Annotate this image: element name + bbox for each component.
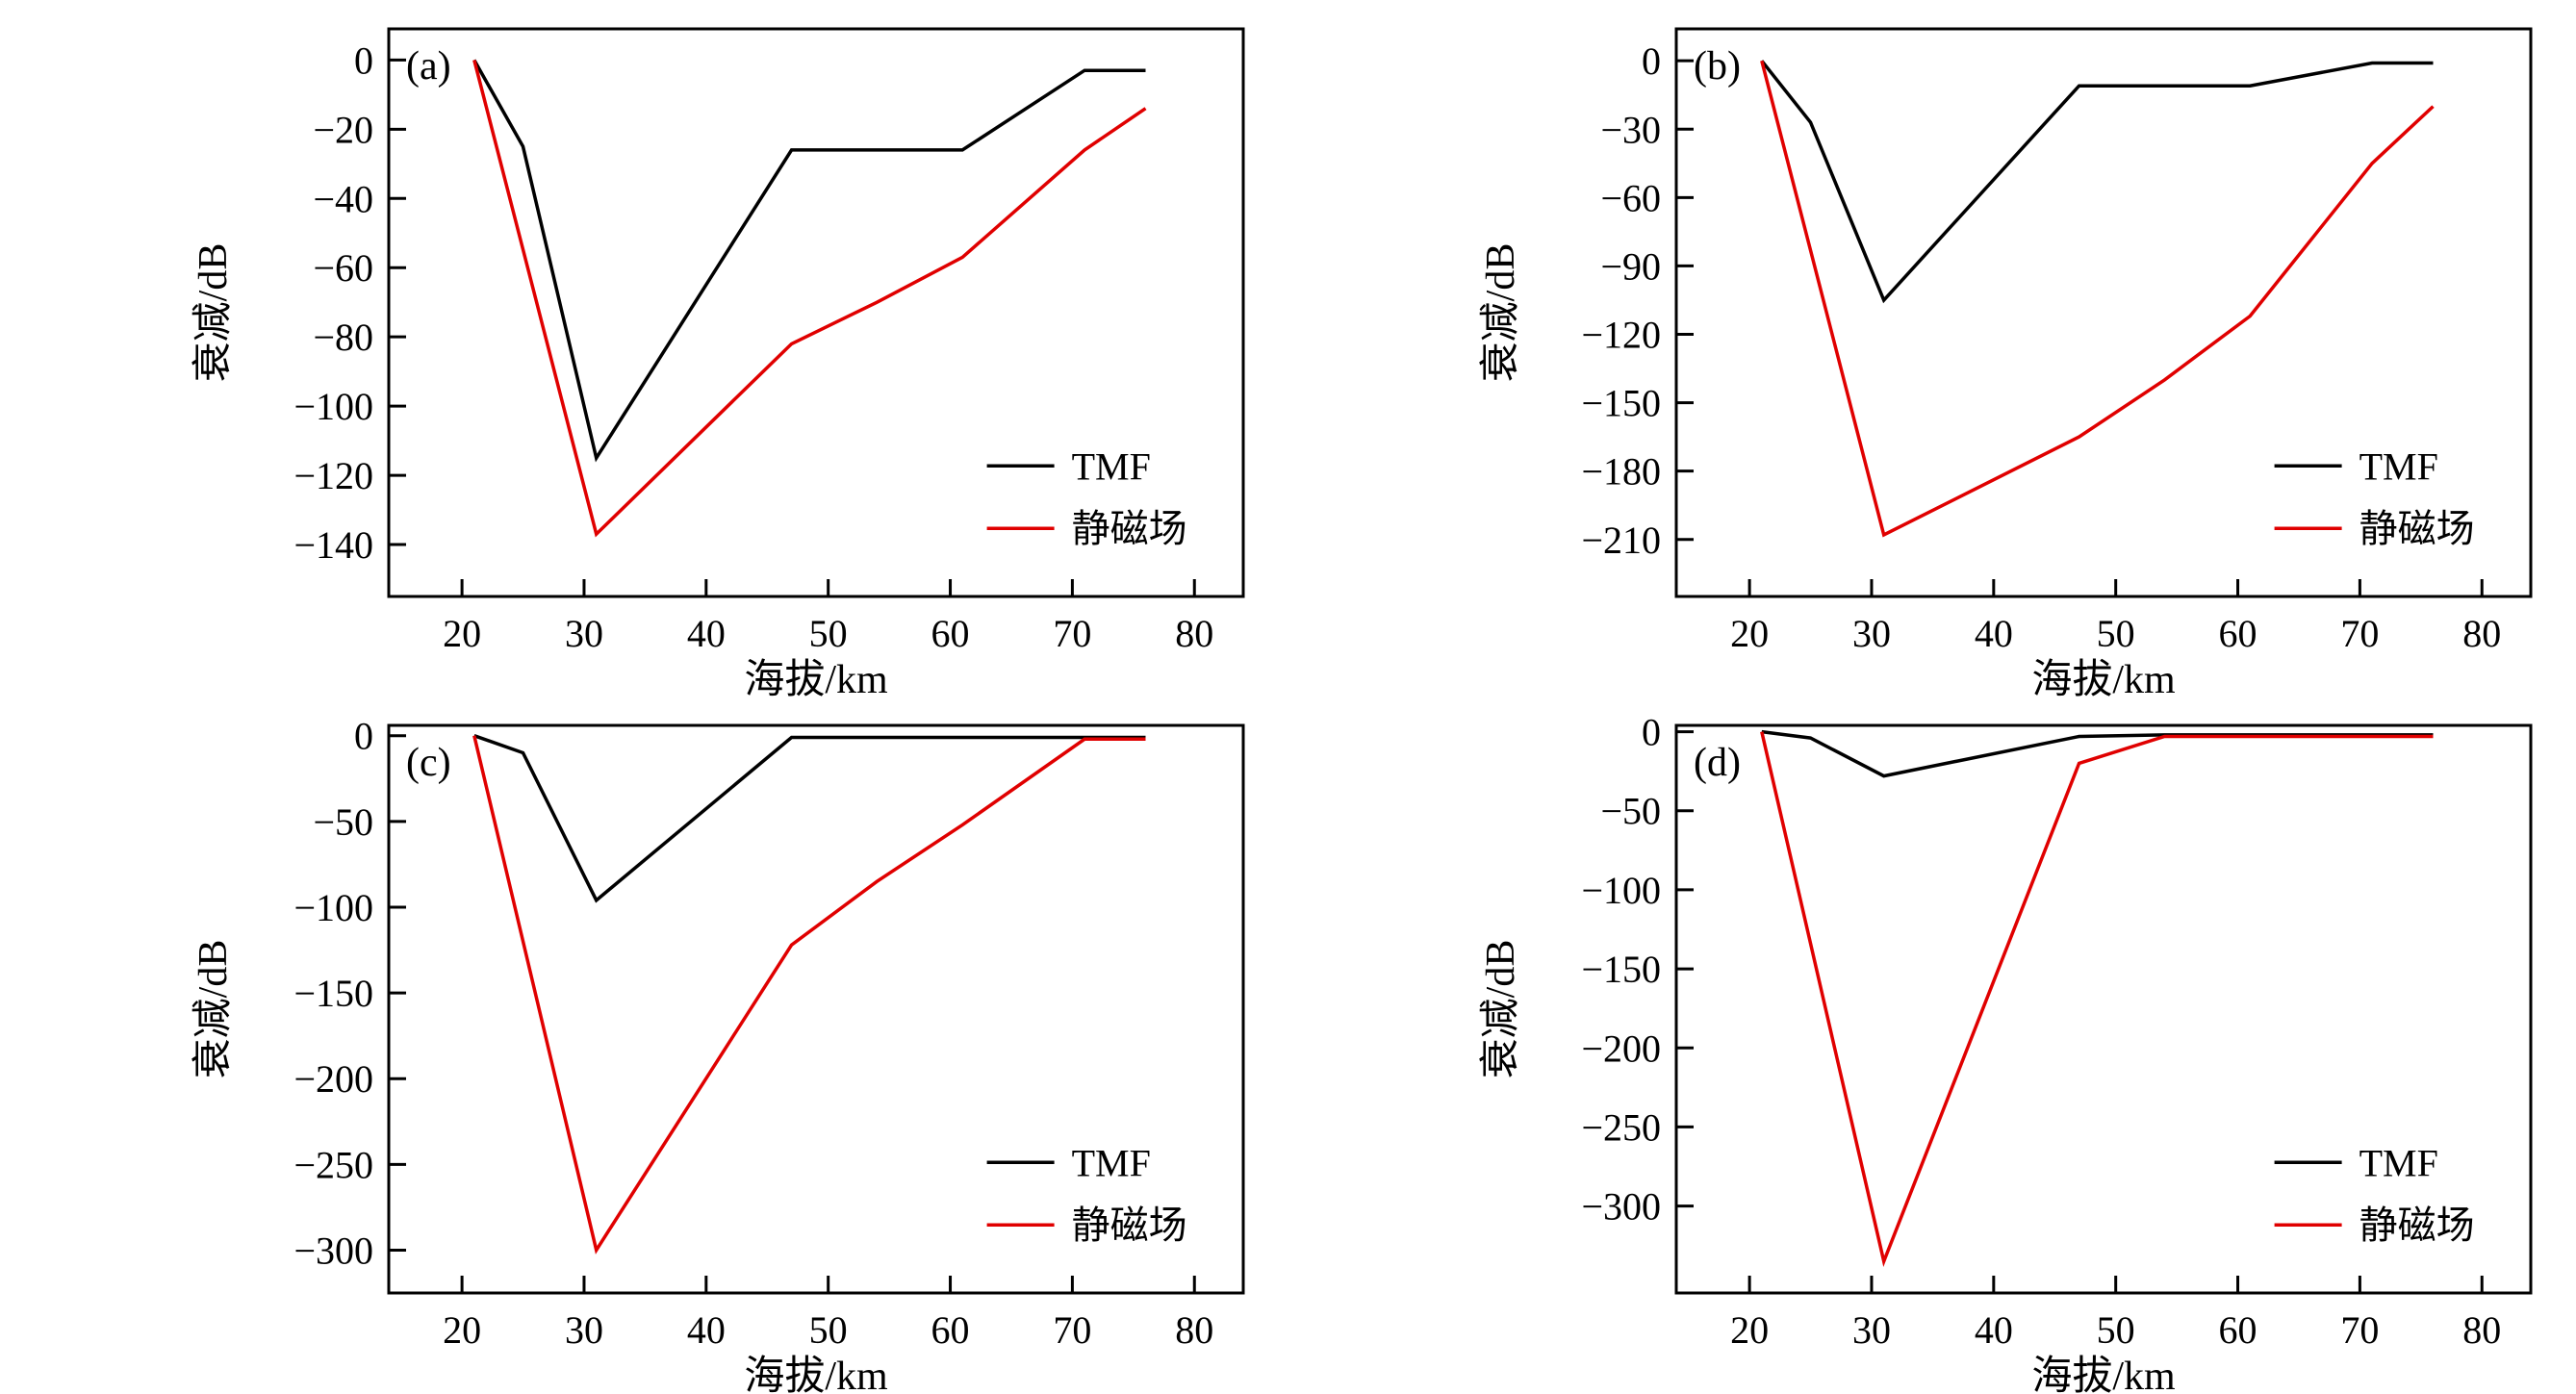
- x-tick-label: 70: [1053, 1308, 1091, 1352]
- series-line-tmf: [473, 734, 1146, 903]
- x-tick-label: 50: [809, 1308, 848, 1352]
- y-tick-label: 0: [1642, 711, 1661, 754]
- x-tick-label: 30: [1852, 1308, 1891, 1352]
- legend-label-0: TMF: [1072, 444, 1151, 488]
- x-tick-label: 20: [443, 612, 481, 655]
- y-tick-label: −150: [1581, 382, 1661, 425]
- x-tick-label: 20: [443, 1308, 481, 1352]
- y-axis-label: 衰减/dB: [191, 940, 236, 1079]
- series-line-static-field: [472, 59, 1147, 538]
- y-tick-label: −200: [1581, 1026, 1661, 1070]
- y-tick-label: −120: [1581, 314, 1661, 357]
- x-tick-label: 30: [565, 612, 603, 655]
- x-axis-label: 海拔/km: [744, 1355, 888, 1393]
- x-tick-label: 70: [1053, 612, 1091, 655]
- y-tick-label: −250: [1581, 1105, 1661, 1149]
- x-tick-label: 70: [2340, 612, 2379, 655]
- y-tick-label: −20: [313, 108, 373, 151]
- legend-label-0: TMF: [2359, 1141, 2438, 1184]
- y-tick-label: −50: [313, 800, 373, 844]
- chart-d: 20 30 40 50 60 70 80 0 −50 −100 −150 −200 −250 −300 海拔…: [1479, 711, 2533, 1393]
- y-tick-label: −300: [1581, 1185, 1661, 1229]
- x-tick-label: 40: [687, 1308, 726, 1352]
- panel-label: (b): [1694, 44, 1741, 89]
- x-tick-label: 70: [2340, 1308, 2379, 1352]
- y-tick-label: −210: [1581, 519, 1661, 562]
- y-tick-label: −180: [1581, 450, 1661, 494]
- y-tick-label: 0: [354, 38, 373, 82]
- x-tick-label: 50: [2097, 612, 2135, 655]
- y-tick-label: −300: [293, 1229, 373, 1272]
- y-tick-label: −30: [1600, 108, 1661, 151]
- y-tick-label: −120: [293, 454, 373, 497]
- x-tick-label: 80: [1175, 612, 1213, 655]
- panel-b: 20 30 40 50 60 70 80 0 −30 −60 −90 −120 −150 −180 −210…: [1288, 0, 2576, 697]
- y-axis-label: 衰减/dB: [1479, 243, 1523, 383]
- x-tick-label: 60: [2219, 612, 2257, 655]
- y-tick-label: −250: [293, 1143, 373, 1186]
- y-tick-label: −150: [1581, 948, 1661, 991]
- panel-label: (a): [406, 44, 451, 89]
- x-tick-label: 80: [1175, 1308, 1213, 1352]
- series-line-static-field: [1760, 731, 2434, 1268]
- plot-border: [387, 723, 1245, 1295]
- y-tick-label: −150: [293, 972, 373, 1015]
- x-axis-label: 海拔/km: [2031, 658, 2176, 697]
- x-tick-label: 20: [1730, 1308, 1769, 1352]
- series-line-static-field: [472, 735, 1146, 1255]
- x-tick-label: 60: [931, 1308, 970, 1352]
- y-tick-label: −200: [293, 1057, 373, 1101]
- y-tick-label: 0: [1642, 39, 1661, 83]
- x-tick-label: 40: [1975, 1308, 2013, 1352]
- x-tick-label: 80: [2462, 1308, 2501, 1352]
- legend-label-1: 静磁场: [1072, 1204, 1187, 1247]
- y-tick-label: −40: [313, 177, 373, 220]
- y-tick-label: −100: [293, 385, 373, 428]
- series-line-tmf: [1760, 60, 2434, 304]
- y-axis-label: 衰减/dB: [1479, 940, 1523, 1079]
- chart-c: 20 30 40 50 60 70 80 0 −50 −100 −150 −200 −250 −300 海拔…: [191, 715, 1245, 1393]
- y-tick-label: −100: [1581, 869, 1661, 912]
- y-tick-label: −60: [313, 246, 373, 290]
- plot-border: [1674, 27, 2533, 598]
- x-tick-label: 60: [931, 612, 970, 655]
- panel-label: (d): [1694, 741, 1741, 785]
- legend-label-0: TMF: [1072, 1141, 1151, 1184]
- y-tick-label: −60: [1600, 176, 1661, 219]
- x-tick-label: 30: [1852, 612, 1891, 655]
- legend-label-1: 静磁场: [1072, 507, 1187, 550]
- y-tick-label: 0: [354, 715, 373, 758]
- panel-a: 20 30 40 50 60 70 80 0 −20 −40 −60 −80 −100 −120 −140 海…: [0, 0, 1288, 697]
- x-tick-label: 40: [687, 612, 726, 655]
- chart-b: 20 30 40 50 60 70 80 0 −30 −60 −90 −120 −150 −180 −210…: [1479, 27, 2533, 697]
- x-tick-label: 50: [2097, 1308, 2135, 1352]
- x-tick-label: 60: [2219, 1308, 2257, 1352]
- series-line-tmf: [472, 59, 1146, 463]
- legend-label-1: 静磁场: [2359, 507, 2475, 550]
- chart-a: 20 30 40 50 60 70 80 0 −20 −40 −60 −80 −100 −120 −140 海…: [191, 27, 1245, 697]
- series-line-tmf: [1761, 729, 2434, 778]
- series-line-static-field: [1760, 60, 2435, 538]
- x-tick-label: 30: [565, 1308, 603, 1352]
- y-tick-label: −50: [1600, 790, 1661, 833]
- plot-border: [387, 27, 1245, 598]
- y-tick-label: −140: [293, 523, 373, 567]
- x-axis-label: 海拔/km: [744, 658, 888, 697]
- plot-border: [1674, 723, 2533, 1295]
- x-tick-label: 20: [1730, 612, 1769, 655]
- x-tick-label: 80: [2462, 612, 2501, 655]
- y-axis-label: 衰减/dB: [191, 243, 236, 383]
- panel-d: 20 30 40 50 60 70 80 0 −50 −100 −150 −200 −250 −300 海拔…: [1288, 697, 2576, 1394]
- y-tick-label: −100: [293, 886, 373, 929]
- y-tick-label: −80: [313, 316, 373, 359]
- legend-label-0: TMF: [2359, 444, 2438, 488]
- x-tick-label: 40: [1975, 612, 2013, 655]
- x-axis-label: 海拔/km: [2031, 1355, 2176, 1393]
- y-tick-label: −90: [1600, 244, 1661, 288]
- x-tick-label: 50: [809, 612, 848, 655]
- panel-c: 20 30 40 50 60 70 80 0 −50 −100 −150 −200 −250 −300 海拔…: [0, 697, 1288, 1394]
- legend-label-1: 静磁场: [2359, 1204, 2475, 1247]
- panel-label: (c): [406, 741, 451, 785]
